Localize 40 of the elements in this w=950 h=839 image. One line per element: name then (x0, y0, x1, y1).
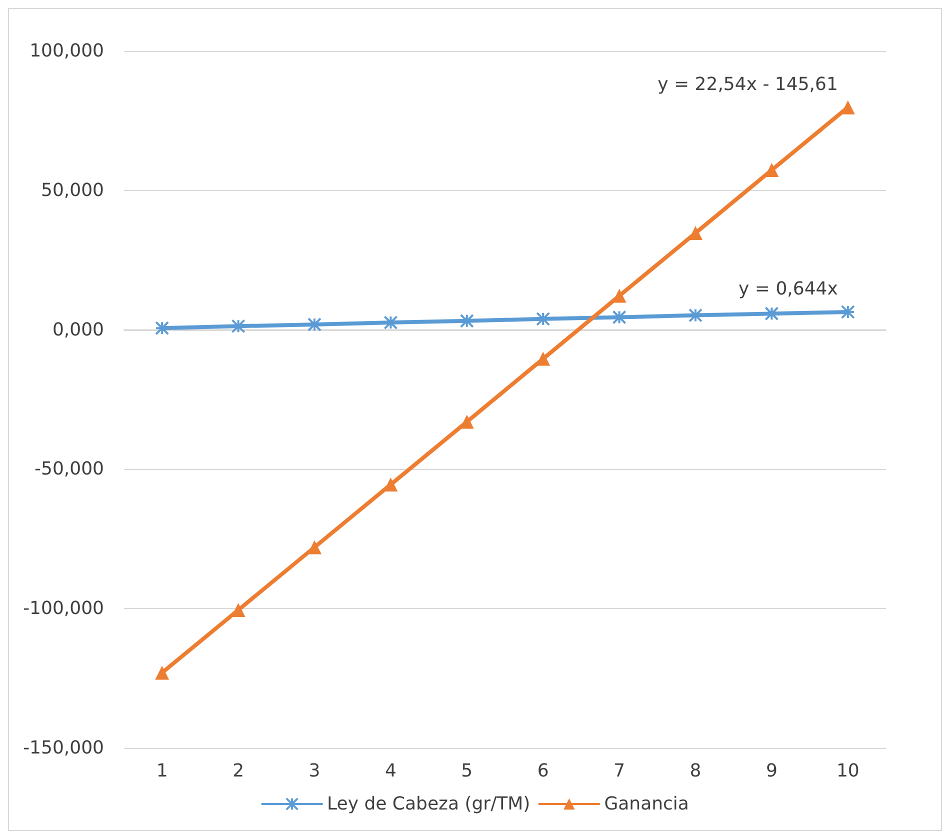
point (384, 478, 398, 492)
legend-label: Ganancia (604, 794, 689, 814)
point (840, 100, 855, 114)
x-tick-label: 10 (836, 760, 860, 782)
x-tick-label: 7 (614, 760, 626, 782)
x-tick-label: 5 (461, 760, 473, 782)
y-tick-label: 100,000 (30, 40, 104, 62)
annotation: y = 22,54x - 145,61 (658, 74, 838, 95)
y-tick-label: 50,000 (41, 180, 104, 201)
point (536, 352, 550, 366)
point (460, 414, 474, 429)
point (308, 540, 322, 554)
point (308, 318, 322, 332)
y-tick-label: -50,000 (34, 458, 104, 480)
legend-label: Ley de Cabeza (gr/TM) (327, 794, 530, 814)
point (231, 319, 246, 334)
point (840, 304, 855, 319)
x-tick-label: 2 (232, 760, 244, 782)
point (384, 316, 398, 330)
x-tick-label: 8 (690, 760, 702, 782)
point (612, 310, 626, 324)
point (536, 312, 550, 326)
y-tick-label: -100,000 (23, 598, 104, 620)
x-tick-label: 6 (537, 760, 549, 782)
x-tick-label: 3 (308, 760, 320, 782)
point (688, 308, 702, 322)
point (155, 321, 170, 336)
x-tick-label: 4 (384, 760, 396, 782)
y-tick-label: 0,000 (52, 319, 104, 340)
x-tick-label: 9 (766, 760, 778, 782)
point (155, 666, 170, 680)
point (764, 306, 779, 321)
x-tick-label: 1 (156, 760, 168, 782)
point (612, 288, 626, 303)
point (460, 314, 474, 328)
point (764, 163, 779, 178)
y-tick-label: -150,000 (23, 738, 104, 758)
point (231, 602, 246, 617)
point (688, 226, 702, 240)
annotation: y = 0,644x (738, 278, 838, 300)
